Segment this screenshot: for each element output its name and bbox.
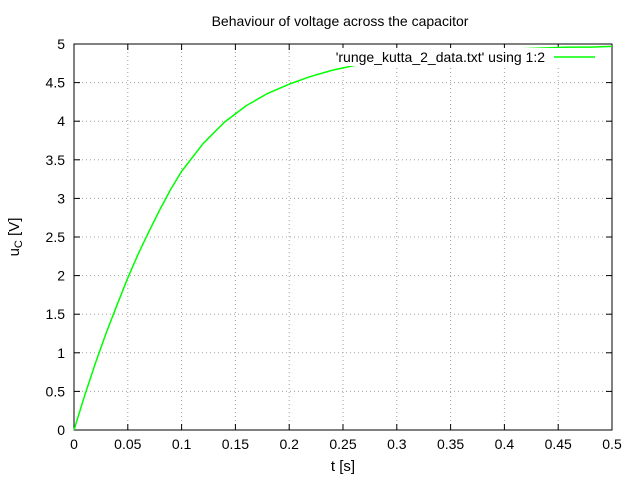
chart-title: Behaviour of voltage across the capacito… <box>212 13 469 29</box>
x-tick-label: 0.25 <box>329 436 356 452</box>
y-tick-label: 1 <box>57 345 65 361</box>
y-tick-label: 3.5 <box>46 152 66 168</box>
y-tick-label: 0 <box>57 422 65 438</box>
ticks: 0 0.05 0.1 0.15 0.2 0.25 0.3 0.35 0.4 0.45 0.5 0 0.5… <box>46 36 622 452</box>
y-tick-label: 4 <box>57 113 65 129</box>
plot-frame <box>73 43 613 431</box>
y-axis-label-subscript: C <box>13 240 25 248</box>
x-tick-label: 0.15 <box>222 436 249 452</box>
y-axis-label-main: u <box>6 248 23 256</box>
y-tick-label: 2.5 <box>46 229 66 245</box>
legend-background <box>296 48 608 66</box>
x-tick-label: 0.3 <box>387 436 407 452</box>
x-axis-label: t [s] <box>331 458 355 475</box>
y-tick-label: 1.5 <box>46 306 66 322</box>
y-tick-label: 2 <box>57 268 65 284</box>
y-tick-label: 3 <box>57 190 65 206</box>
legend-label: 'runge_kutta_2_data.txt' using 1:2 <box>336 49 545 65</box>
legend: 'runge_kutta_2_data.txt' using 1:2 <box>296 48 608 66</box>
grid <box>74 44 612 430</box>
x-tick-label: 0.2 <box>279 436 299 452</box>
x-tick-label: 0.35 <box>437 436 464 452</box>
x-tick-label: 0.05 <box>114 436 141 452</box>
y-axis-label: uC [V] <box>6 218 25 257</box>
y-tick-label: 0.5 <box>46 383 66 399</box>
y-tick-label: 4.5 <box>46 75 66 91</box>
x-tick-label: 0.5 <box>602 436 622 452</box>
x-tick-label: 0.4 <box>495 436 515 452</box>
x-tick-label: 0 <box>70 436 78 452</box>
x-tick-label: 0.45 <box>545 436 572 452</box>
y-axis-label-unit: [V] <box>6 218 23 241</box>
x-tick-label: 0.1 <box>172 436 192 452</box>
y-tick-label: 5 <box>57 36 65 52</box>
